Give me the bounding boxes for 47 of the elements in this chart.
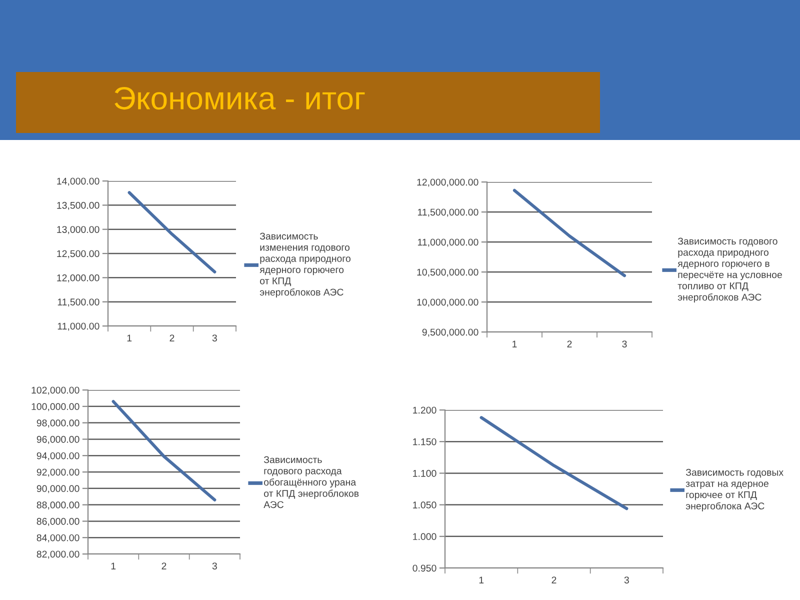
y-tick-label: 90,000.00 [36,485,80,494]
y-tick-label: 10,000,000.00 [417,298,478,307]
y-tick-label: 13,500.00 [57,202,100,210]
y-tick-label: 11,500,000.00 [418,208,478,217]
y-tick-label: 14,000.00 [57,178,100,186]
y-tick-label: 82,000.00 [36,550,80,559]
x-tick-label: 2 [170,334,174,342]
x-tick-label: 1 [512,340,517,348]
y-tick-label: 86,000.00 [36,518,80,526]
y-tick-label: 1.000 [413,533,436,540]
y-tick-label: 1.150 [413,438,436,446]
x-tick-label: 2 [162,562,166,570]
x-tick-label: 1 [479,576,484,584]
y-tick-label: 88,000.00 [36,502,80,510]
y-tick-label: 1.200 [413,406,436,414]
legend-label: Зависимость годовых затрат на ядерное горючее от КПД энергоблока АЭС [686,468,784,512]
x-tick-label: 3 [212,334,217,342]
y-tick-label: 84,000.00 [36,534,80,542]
y-tick-label: 100,000.00 [32,403,80,412]
y-tick-label: 98,000.00 [36,420,80,428]
y-tick-label: 11,000.00 [58,322,100,331]
x-tick-label: 3 [624,576,629,584]
y-tick-label: 10,500,000.00 [417,268,478,277]
legend-label: Зависимость годового расхода обогащённого урана от КПД энергоблоков АЭС [264,456,359,508]
chart-title: Экономика - итог [114,86,365,110]
legend-label: Зависимость годового расхода природного ядерного горючего в пересчёте на условное топливо от КПД энергоблоков АЭС [678,238,782,303]
y-tick-label: 1.100 [413,470,436,477]
x-tick-label: 1 [111,562,116,570]
legend-label: Зависимость изменения годового расхода природного ядерного горючего от КПД энергоблоков АЭС [260,232,350,298]
y-tick-label: 12,000.00 [57,274,100,282]
x-tick-label: 2 [552,576,556,584]
x-tick-label: 3 [212,562,217,570]
y-tick-label: 96,000.00 [36,436,80,444]
y-tick-label: 11,000,000.00 [418,238,478,247]
x-tick-label: 1 [127,334,132,342]
y-tick-label: 12,000,000.00 [417,178,478,187]
y-tick-label: 9,500,000.00 [422,328,478,337]
y-tick-label: 11,500.00 [58,298,100,307]
y-tick-label: 102,000.00 [32,386,80,395]
y-tick-label: 92,000.00 [36,468,80,477]
y-tick-label: 12,500.00 [57,250,100,258]
x-tick-label: 2 [567,340,572,348]
x-tick-label: 3 [622,340,627,348]
y-tick-label: 0.950 [412,564,436,572]
y-tick-label: 13,000.00 [57,226,100,234]
y-tick-label: 1.050 [413,502,436,508]
y-tick-label: 94,000.00 [36,452,80,460]
